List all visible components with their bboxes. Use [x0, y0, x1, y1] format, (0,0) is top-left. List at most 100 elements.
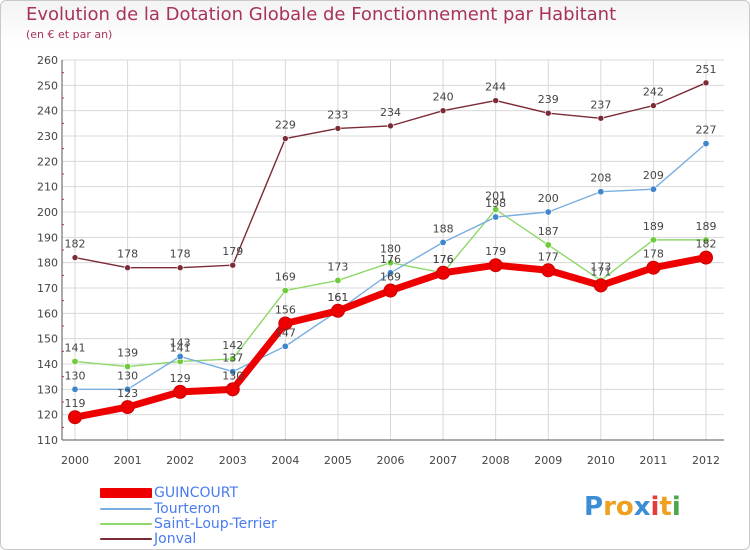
data-point-tourteron — [281, 342, 289, 350]
plot-area — [62, 60, 724, 440]
chart-subtitle: (en € et par an) — [26, 28, 113, 41]
legend-label: Tourteron — [154, 501, 221, 517]
data-label: 173 — [590, 260, 611, 273]
x-tick-label: 2007 — [429, 454, 457, 467]
data-point-jonval — [597, 114, 605, 122]
data-label: 229 — [275, 119, 296, 132]
x-tick-label: 2008 — [482, 454, 510, 467]
data-point-tourteron — [702, 140, 710, 148]
data-point-saint-loup-terrier — [649, 236, 657, 244]
data-label: 198 — [485, 197, 506, 210]
data-point-jonval — [544, 109, 552, 117]
data-label: 251 — [696, 63, 717, 76]
data-point-guincourt — [278, 316, 293, 331]
data-label: 189 — [696, 220, 717, 233]
data-label: 141 — [170, 341, 191, 354]
data-point-saint-loup-terrier — [71, 357, 79, 365]
x-tick-label: 2002 — [166, 454, 194, 467]
legend-entry-tourteron: Tourteron — [100, 502, 220, 516]
data-point-saint-loup-terrier — [492, 205, 500, 213]
data-label: 182 — [696, 238, 717, 251]
data-point-tourteron — [124, 385, 132, 393]
legend-entry-jonval: Jonval — [100, 532, 196, 546]
data-point-tourteron — [386, 269, 394, 277]
data-label: 176 — [380, 253, 401, 266]
data-label: 130 — [117, 369, 138, 382]
data-label: 123 — [117, 387, 138, 400]
data-point-jonval — [71, 254, 79, 261]
legend-swatch-tourteron — [100, 508, 152, 510]
data-label: 130 — [65, 369, 86, 382]
data-label: 234 — [380, 106, 401, 119]
logo-letter: r — [603, 492, 616, 522]
data-label: 189 — [643, 220, 664, 233]
data-point-guincourt — [330, 303, 345, 318]
data-point-guincourt — [225, 382, 240, 397]
y-tick-label: 160 — [37, 307, 58, 320]
data-point-tourteron — [597, 188, 605, 196]
data-label: 176 — [433, 253, 454, 266]
data-point-tourteron — [439, 238, 447, 246]
y-tick-label: 240 — [37, 105, 58, 118]
data-point-guincourt — [120, 400, 135, 415]
data-label: 141 — [65, 341, 86, 354]
data-label: 240 — [433, 91, 454, 104]
logo-letter: o — [615, 492, 634, 522]
data-label: 180 — [380, 243, 401, 256]
legend-label: Saint-Loup-Terrier — [154, 516, 277, 532]
data-label: 143 — [170, 336, 191, 349]
legend-label: GUINCOURT — [154, 485, 238, 501]
data-point-jonval — [439, 107, 447, 114]
data-point-jonval — [282, 135, 289, 142]
data-point-jonval — [124, 264, 131, 272]
data-label: 182 — [65, 238, 86, 251]
legend-swatch-jonval — [100, 538, 152, 540]
data-point-saint-loup-terrier — [386, 259, 394, 267]
data-label: 139 — [117, 347, 138, 360]
data-point-guincourt — [436, 265, 451, 280]
data-point-jonval — [387, 122, 394, 130]
logo-letter: i — [650, 492, 660, 522]
legend-entry-guincourt: GUINCOURT — [100, 486, 238, 500]
y-tick-label: 210 — [37, 181, 58, 194]
y-tick-label: 260 — [37, 54, 58, 67]
data-point-saint-loup-terrier — [229, 355, 237, 363]
data-point-guincourt — [488, 258, 503, 273]
data-label: 237 — [590, 98, 611, 111]
x-tick-label: 2009 — [534, 454, 562, 467]
data-label: 169 — [275, 271, 296, 284]
data-label: 156 — [275, 303, 296, 316]
data-label: 227 — [696, 124, 717, 137]
data-point-tourteron — [229, 368, 237, 376]
data-label: 187 — [538, 225, 559, 238]
data-label: 147 — [275, 326, 296, 339]
logo-letter: i — [671, 492, 681, 522]
data-point-saint-loup-terrier — [281, 287, 289, 295]
data-point-jonval — [229, 261, 237, 269]
data-label: 242 — [643, 86, 664, 99]
y-tick-label: 170 — [37, 282, 58, 295]
data-point-guincourt — [646, 260, 661, 275]
x-tick-label: 2010 — [587, 454, 615, 467]
y-tick-label: 250 — [37, 79, 58, 92]
x-tick-label: 2012 — [692, 454, 720, 467]
data-label: 161 — [327, 291, 348, 304]
legend-entry-saint-loup-terrier: Saint-Loup-Terrier — [100, 517, 277, 531]
data-label: 178 — [117, 248, 138, 261]
legend-label: Jonval — [154, 531, 197, 547]
data-label: 171 — [590, 265, 611, 278]
data-point-jonval — [492, 97, 499, 104]
data-label: 137 — [222, 352, 243, 365]
logo-letter: t — [659, 492, 672, 522]
data-label: 178 — [170, 248, 191, 261]
x-tick-label: 2004 — [271, 454, 299, 467]
data-label: 161 — [327, 291, 348, 304]
data-point-guincourt — [68, 410, 82, 425]
data-label: 173 — [327, 260, 348, 273]
data-point-saint-loup-terrier — [544, 241, 552, 249]
data-point-guincourt — [699, 250, 713, 265]
logo-letter: P — [584, 492, 604, 522]
y-tick-label: 130 — [37, 383, 58, 396]
proxiti-logo: Proxiti — [584, 492, 681, 522]
